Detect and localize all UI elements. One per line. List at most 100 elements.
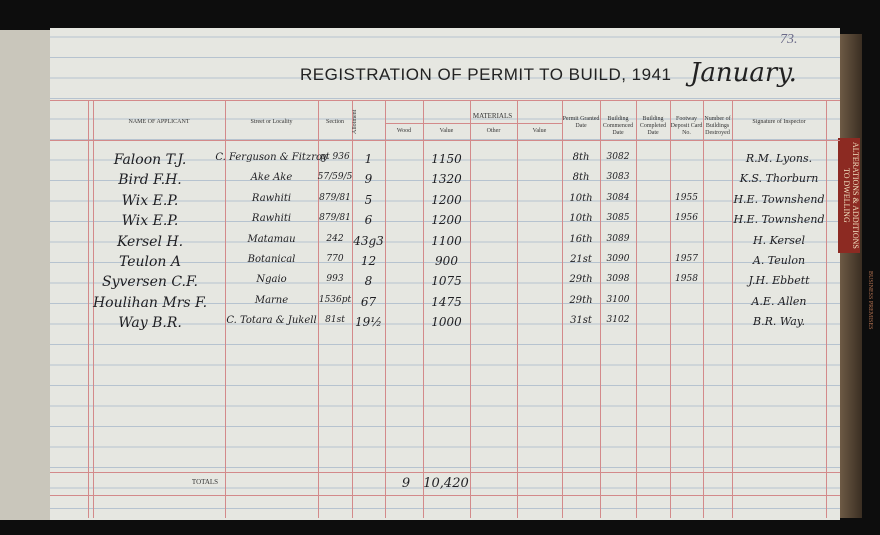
cell-value: 1200 <box>431 192 462 207</box>
cell-name: Wix E.P. <box>121 213 179 230</box>
column-header: Other <box>486 128 501 134</box>
cell-street: Marne <box>254 294 289 306</box>
left-page <box>0 30 50 520</box>
cell-footway-card: 1958 <box>675 274 698 285</box>
row-rule <box>50 100 840 101</box>
cell-permit-date: 16th <box>569 233 593 245</box>
cell-permit-date: 29th <box>569 294 593 306</box>
cell-section: 993 <box>326 274 344 285</box>
cell-value: 1075 <box>431 274 462 289</box>
column-header: Signature of Inspector <box>752 119 806 125</box>
cell-section: 81st <box>325 315 345 326</box>
materials-header: MATERIALS <box>472 112 513 120</box>
cell-signature: H.E. Townshend <box>733 213 825 227</box>
cell-allotment: 8 <box>364 274 373 289</box>
column-rule <box>517 100 518 518</box>
cell-value: 1200 <box>431 213 462 228</box>
cell-permit-date: 8th <box>572 152 590 163</box>
cell-signature: J.H. Ebbett <box>748 274 810 288</box>
cell-name: Houlihan Mrs F. <box>92 294 208 311</box>
column-header: Value <box>532 128 547 134</box>
row-rule <box>50 140 840 141</box>
cell-street: Rawhiti <box>251 213 292 225</box>
cell-commenced-date: 3084 <box>606 192 630 203</box>
cell-section: 1536pt <box>318 294 352 305</box>
cell-value: 1150 <box>431 152 462 166</box>
column-rule <box>93 100 94 518</box>
column-rule <box>636 100 637 518</box>
cell-street: Botanical <box>247 254 296 265</box>
totals-wood: 9 <box>401 476 411 491</box>
cell-allotment: 1 <box>364 152 373 166</box>
column-header: Permit Granted Date <box>562 116 600 129</box>
cell-street: C. Ferguson & Fitzroy <box>215 152 328 163</box>
cell-signature: H. Kersel <box>753 233 805 247</box>
page-title: REGISTRATION OF PERMIT TO BUILD, 1941 <box>300 65 672 84</box>
cell-value: 1320 <box>431 172 462 187</box>
cell-name: Kersel H. <box>116 233 184 250</box>
cell-commenced-date: 3102 <box>606 315 630 326</box>
cell-allotment: 12 <box>360 254 377 268</box>
column-header: Footway Deposit Card No. <box>670 116 703 136</box>
column-header: Allotment <box>352 109 358 135</box>
cell-value: 1100 <box>431 233 462 248</box>
column-header: Section <box>326 119 344 125</box>
column-rule <box>670 100 671 518</box>
cell-value: 1000 <box>431 315 462 330</box>
cell-street: Ngaio <box>256 274 287 286</box>
side-tab: BUSINESS PREMISES <box>867 270 873 330</box>
column-rule <box>423 100 424 518</box>
column-header: Number of Buildings Destroyed <box>704 116 731 136</box>
cell-allotment: 19½ <box>355 315 382 330</box>
cell-section: 57/59/5 <box>317 172 353 183</box>
page-edge <box>840 34 862 518</box>
cell-signature: H.E. Townshend <box>733 192 825 206</box>
column-rule <box>470 100 471 518</box>
cell-commenced-date: 3089 <box>606 233 630 244</box>
totals-label: TOTALS <box>191 478 219 486</box>
column-rule <box>826 100 827 518</box>
column-rule <box>600 100 601 518</box>
cell-section: 770 <box>326 254 344 264</box>
cell-street: C. Totara & Jukell <box>226 315 317 327</box>
cell-allotment: 6 <box>364 213 373 228</box>
cell-section: 242 <box>326 233 344 244</box>
column-header: Building Commenced Date <box>602 116 634 136</box>
row-rule <box>50 495 840 496</box>
column-rule <box>385 100 386 518</box>
ledger-page <box>50 28 840 520</box>
column-header: NAME OF APPLICANT <box>128 119 190 125</box>
totals-value: 10,420 <box>423 476 469 491</box>
cell-footway-card: 1955 <box>675 192 698 203</box>
cell-street: Matamau <box>247 233 296 245</box>
cell-name: Bird F.H. <box>118 172 182 189</box>
cell-value: 900 <box>435 254 458 268</box>
cell-name: Way B.R. <box>118 315 182 332</box>
cell-permit-date: 10th <box>569 192 593 204</box>
cell-allotment: 67 <box>360 294 377 309</box>
cell-allotment: 9 <box>364 172 373 187</box>
column-header: Wood <box>396 128 412 134</box>
cell-commenced-date: 3085 <box>606 213 630 224</box>
column-header: Value <box>439 128 454 134</box>
cell-name: Faloon T.J. <box>113 152 187 168</box>
month: January. <box>690 58 797 88</box>
column-rule <box>225 100 226 518</box>
cell-footway-card: 1957 <box>675 254 698 264</box>
cell-section: 879/81 <box>319 192 351 203</box>
column-rule <box>732 100 733 518</box>
cell-permit-date: 29th <box>569 274 593 286</box>
cell-permit-date: 21st <box>570 254 592 265</box>
cell-value: 1475 <box>431 294 462 309</box>
materials-rule <box>385 123 562 124</box>
side-tab: ALTERATIONS & ADDITIONS TO DWELLING <box>838 138 860 253</box>
cell-footway-card: 1956 <box>675 213 698 224</box>
column-header: Street or Locality <box>250 119 293 125</box>
cell-signature: B.R. Way. <box>752 315 806 329</box>
cell-street: Rawhiti <box>251 192 292 204</box>
cell-permit-date: 8th <box>572 172 590 184</box>
column-rule <box>703 100 704 518</box>
column-rule <box>352 100 353 518</box>
cell-signature: R.M. Lyons. <box>745 152 813 165</box>
